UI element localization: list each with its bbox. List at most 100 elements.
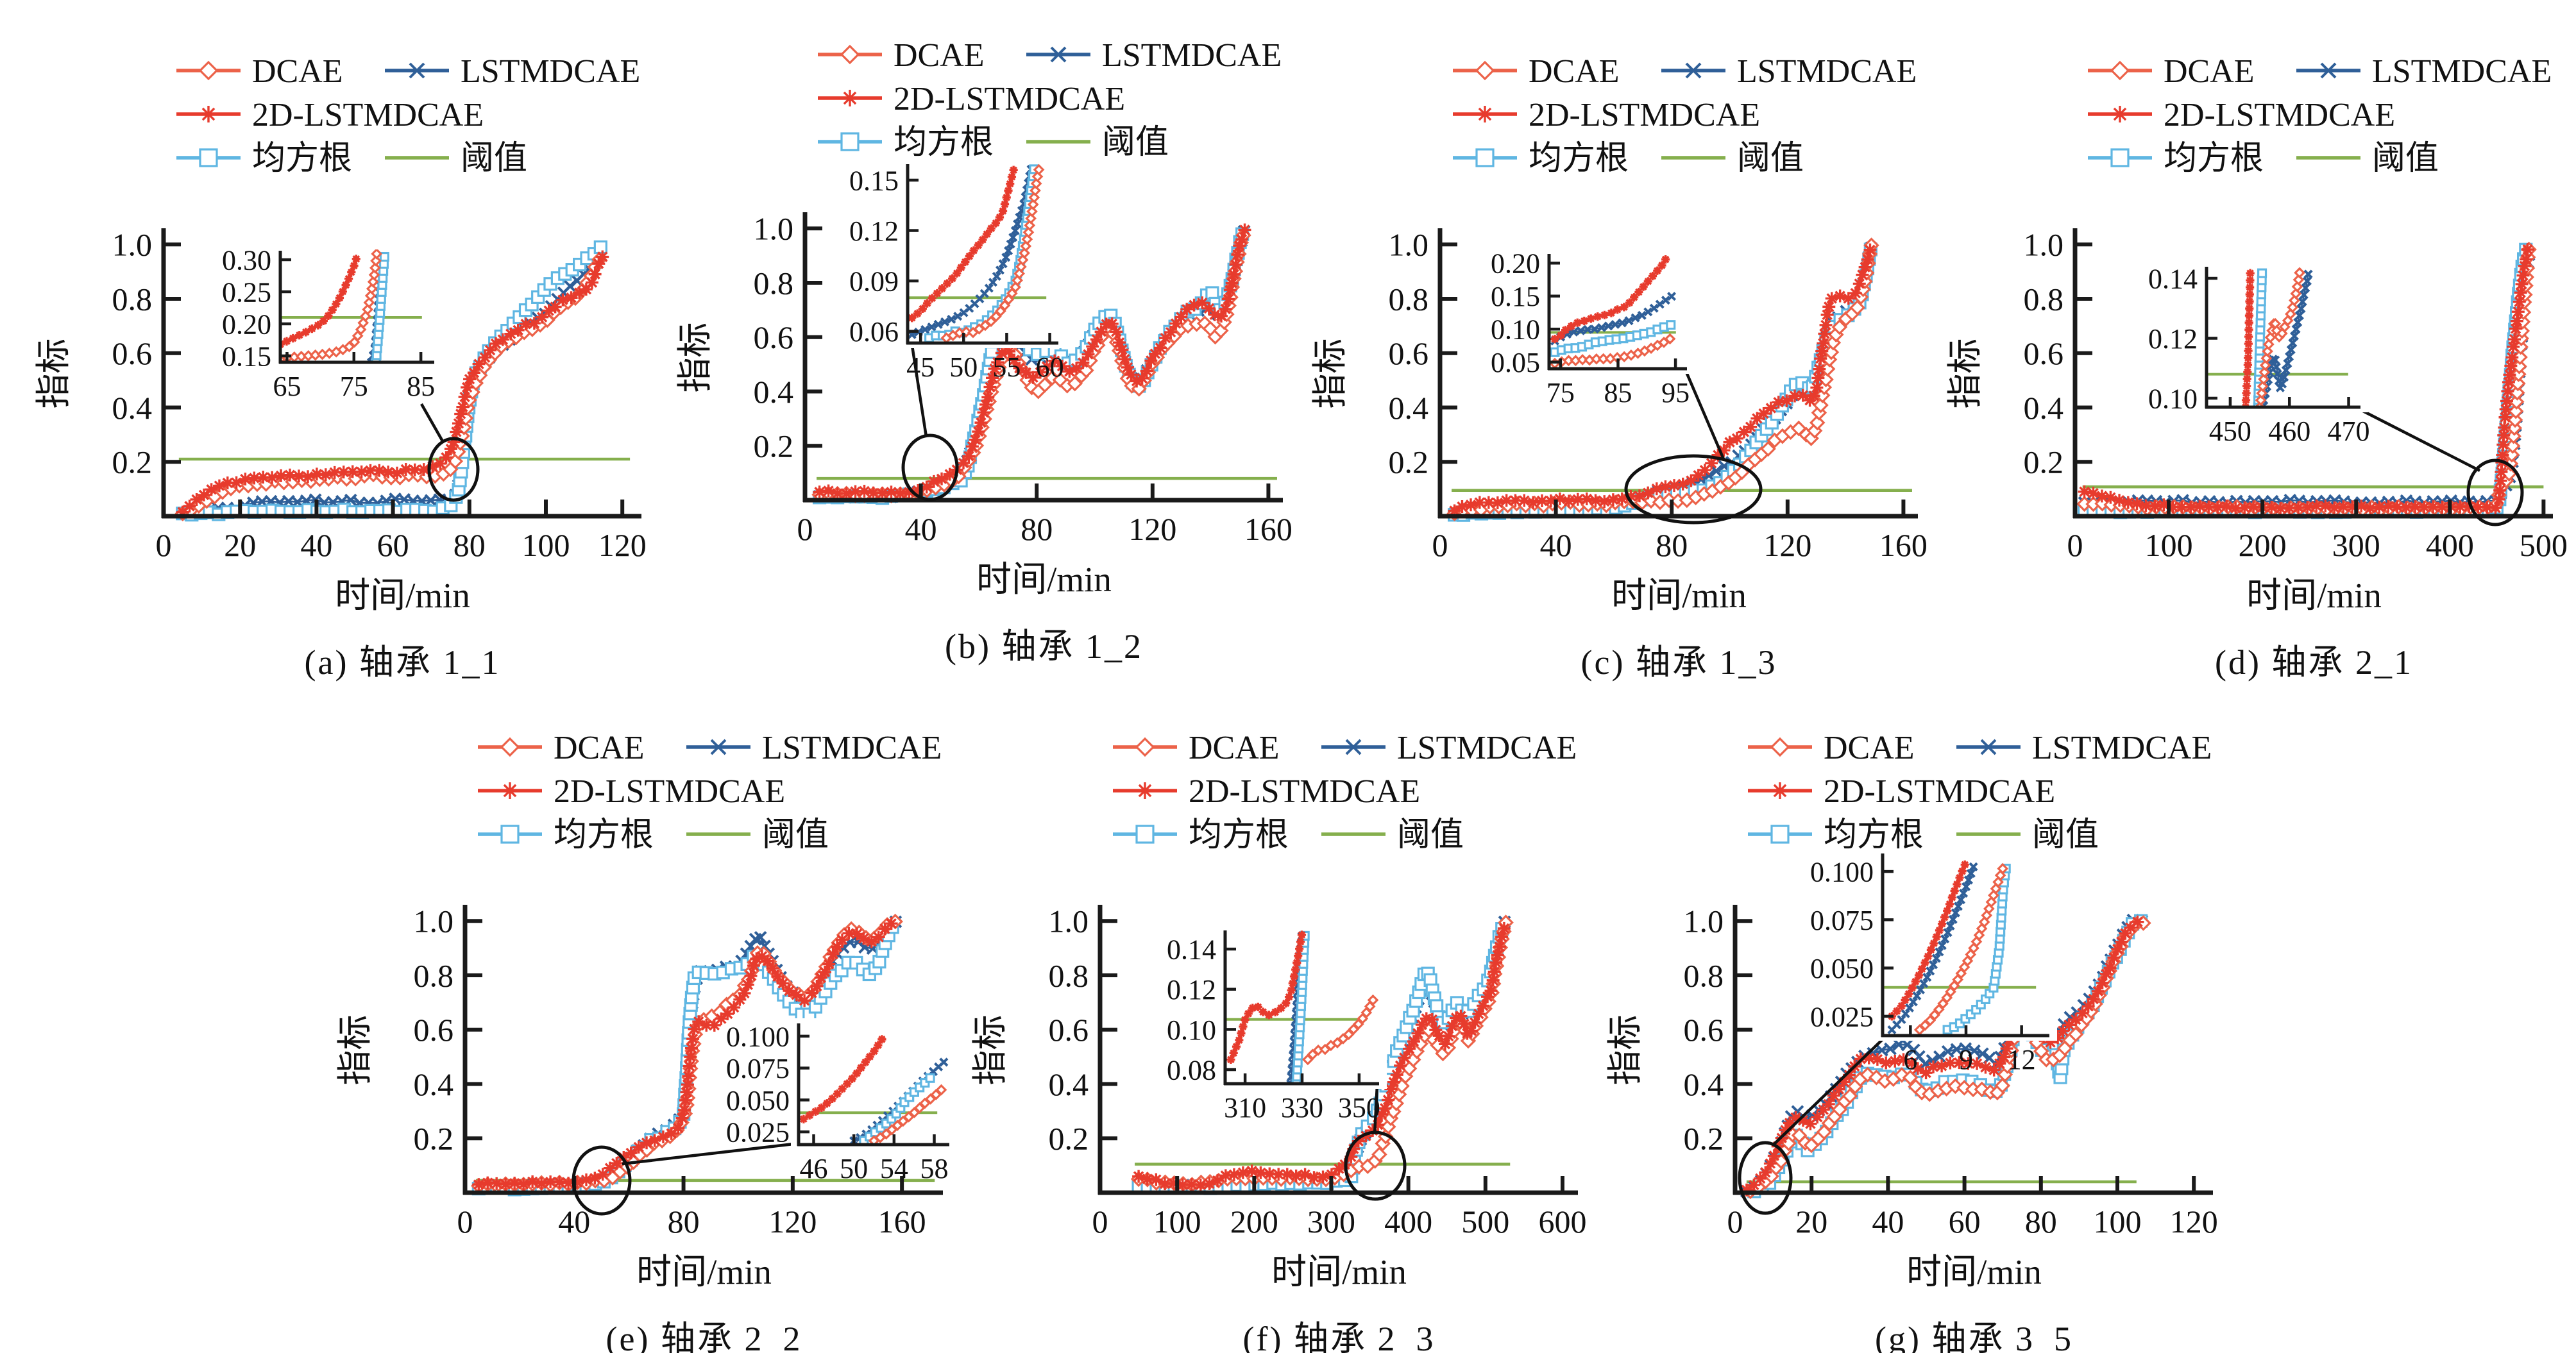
axes: 0.2 0.4 0.6 0.8 1.0 0 40 80 120 160	[1389, 227, 1928, 563]
y-tick-label: 0.6	[754, 319, 794, 355]
inset-plot: 0.150.200.250.30 65 75 85	[222, 244, 442, 402]
legend-label-threshold: 阈值	[2372, 140, 2439, 177]
legend-label-rms: 均方根	[1824, 817, 1924, 853]
series-dcae	[1302, 994, 1379, 1066]
inset-connector-line	[2358, 407, 2481, 473]
inset-y-tick-label: 0.05	[1491, 347, 1540, 378]
inset-y-tick-label: 0.15	[222, 340, 271, 372]
inset-x-tick-label: 470	[2328, 416, 2370, 447]
series-d2	[908, 165, 1018, 323]
y-tick-label: 1.0	[112, 227, 153, 263]
inset-y-tick-label: 0.12	[2148, 323, 2198, 355]
inset-y-tick-label: 0.08	[1167, 1054, 1216, 1086]
y-axis-title: 指标	[1310, 338, 1350, 408]
x-tick-label: 120	[1763, 527, 1811, 563]
x-tick-label: 160	[1244, 511, 1292, 547]
inset-connector-line	[910, 345, 928, 437]
inset-x-tick-label: 58	[920, 1153, 949, 1184]
legend-label-lstm: LSTMDCAE	[1737, 53, 1917, 90]
x-tick-label: 0	[1092, 1204, 1108, 1240]
x-tick-label: 80	[1656, 527, 1688, 563]
subplot-d: 0.2 0.4 0.6 0.8 1.0 0 100 200 300 400 500 时间/min 指标 0…	[1945, 53, 2568, 615]
legend: DCAE LSTMDCAE 2D-LSTMDCAE 均方根 阈值	[2088, 53, 2552, 177]
y-tick-label: 0.2	[112, 444, 153, 480]
x-tick-label: 100	[2145, 527, 2193, 563]
x-tick-label: 300	[2332, 527, 2380, 563]
y-tick-label: 0.2	[1049, 1121, 1089, 1157]
legend-label-dcae: DCAE	[1824, 730, 1915, 766]
zoom-circle	[572, 1145, 632, 1216]
y-axis-title: 指标	[1606, 1014, 1645, 1085]
series-d2	[1448, 243, 1877, 517]
series-lstm	[1887, 862, 1978, 1034]
legend-label-lstm: LSTMDCAE	[762, 730, 942, 766]
x-tick-label: 500	[1461, 1204, 1509, 1240]
legend-label-threshold: 阈值	[1397, 817, 1464, 853]
inset-x-tick-label: 12	[2008, 1044, 2036, 1075]
y-axis-title: 指标	[1945, 338, 1985, 408]
inset-x-tick-label: 75	[1546, 377, 1575, 408]
axes: 0.2 0.4 0.6 0.8 1.0 0 100 200 300 400 500 600	[1049, 903, 1587, 1240]
legend-label-threshold: 阈值	[1737, 140, 1804, 177]
y-tick-label: 0.2	[2024, 444, 2064, 480]
y-tick-label: 0.8	[1684, 957, 1724, 993]
inset-plot: 0.050.100.150.20 75 85 95	[1491, 248, 1695, 408]
x-tick-label: 300	[1307, 1204, 1355, 1240]
y-tick-label: 0.2	[1389, 444, 1429, 480]
caption-b: (b) 轴承 1_2	[945, 627, 1143, 666]
legend-label-threshold: 阈值	[1102, 124, 1169, 161]
legend: DCAE LSTMDCAE 2D-LSTMDCAE 均方根 阈值	[1748, 730, 2212, 853]
inset-connector-line	[622, 1141, 800, 1166]
y-tick-label: 0.8	[2024, 281, 2064, 317]
inset-x-tick-label: 6	[1903, 1044, 1917, 1075]
y-tick-label: 1.0	[1049, 903, 1089, 939]
x-tick-label: 60	[1949, 1204, 1981, 1240]
inset-y-tick-label: 0.075	[726, 1053, 790, 1084]
legend-label-d2: 2D-LSTMDCAE	[554, 773, 785, 810]
x-tick-label: 120	[598, 527, 647, 563]
inset-y-tick-label: 0.10	[2148, 383, 2198, 414]
legend-label-d2: 2D-LSTMDCAE	[252, 97, 484, 133]
inset-y-tick-label: 0.025	[726, 1117, 790, 1148]
x-tick-label: 0	[457, 1204, 473, 1240]
x-tick-label: 80	[668, 1204, 700, 1240]
inset-y-tick-label: 0.20	[1491, 248, 1540, 280]
inset-connector-line	[1772, 1036, 1886, 1146]
subplot-f: 0.2 0.4 0.6 0.8 1.0 0 100 200 300 400 500 600 时间/min…	[970, 730, 1587, 1291]
legend-label-threshold: 阈值	[461, 140, 527, 177]
inset-x-tick-label: 350	[1338, 1092, 1380, 1123]
inset-x-tick-label: 9	[1959, 1044, 1973, 1075]
inset-x-tick-label: 460	[2268, 416, 2310, 447]
inset-plot: 0.025 0.050 0.075 0.100 6 9 12	[1810, 848, 2057, 1075]
inset-y-tick-label: 0.25	[222, 276, 271, 308]
y-axis-title: 指标	[970, 1014, 1010, 1085]
legend-label-rms: 均方根	[2164, 140, 2264, 177]
legend-label-lstm: LSTMDCAE	[1397, 730, 1577, 766]
zoom-circle	[901, 433, 959, 501]
axes: 0.2 0.4 0.6 0.8 1.0 0 100 200 300 400 500	[2024, 227, 2568, 563]
inset-x-tick-label: 450	[2209, 416, 2251, 447]
inset-y-tick-label: 0.15	[1491, 281, 1540, 312]
y-axis-title: 指标	[335, 1014, 375, 1085]
inset-plot: 0.08 0.10 0.12 0.14 310 330 350	[1167, 925, 1387, 1123]
subplot-g: 0.2 0.4 0.6 0.8 1.0 0 20 40 60 80 100 120 时间/min 指标 0.…	[1606, 730, 2218, 1291]
y-tick-label: 1.0	[1389, 227, 1429, 263]
x-tick-label: 160	[878, 1204, 926, 1240]
x-tick-label: 0	[1727, 1204, 1743, 1240]
series-d2	[1887, 860, 1969, 1021]
series-d2	[472, 917, 898, 1191]
y-tick-label: 0.4	[112, 390, 153, 426]
series-d2	[1132, 921, 1511, 1191]
y-tick-label: 0.6	[1389, 335, 1429, 371]
x-tick-label: 160	[1879, 527, 1928, 563]
caption-d: (d) 轴承 2_1	[2215, 643, 2413, 682]
caption-e: (e) 轴承 2_2	[606, 1320, 802, 1353]
legend: DCAE LSTMDCAE 2D-LSTMDCAE 均方根 阈值	[478, 730, 942, 853]
x-tick-label: 100	[522, 527, 570, 563]
inset-y-tick-label: 0.075	[1810, 905, 1874, 936]
x-tick-label: 500	[2520, 527, 2568, 563]
y-tick-label: 0.4	[1389, 390, 1429, 426]
inset-connector-line	[1373, 1084, 1379, 1135]
